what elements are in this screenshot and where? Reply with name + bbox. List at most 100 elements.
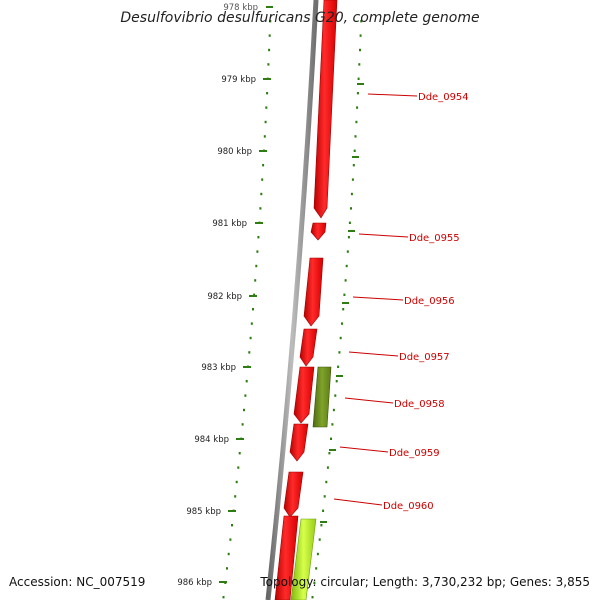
feature-dot [342, 308, 345, 311]
gene-label-dde-0954[interactable]: Dde_0954 [418, 92, 469, 103]
scale-dot [244, 394, 247, 397]
genome-backbone [265, 0, 319, 601]
scale-dot [241, 423, 244, 426]
feature-dot [344, 279, 347, 282]
feature-dot [360, 20, 363, 23]
feature-dot [320, 524, 323, 527]
scale-dot [253, 293, 256, 296]
scale-dot [238, 452, 241, 455]
feature-dot [348, 221, 351, 224]
scale-dot [268, 48, 271, 52]
scale-dot [257, 236, 260, 239]
feature-dot [323, 495, 326, 498]
callout-lines [333, 93, 418, 506]
scale-ticks [219, 6, 273, 583]
feature-dot [322, 509, 325, 512]
gene-feature-dde-0958a[interactable] [293, 366, 315, 424]
feature-dot [350, 192, 353, 196]
gene-feature-dde-0959[interactable] [289, 423, 309, 462]
scale-label: 978 kbp [223, 3, 258, 13]
scale-dot [226, 567, 228, 570]
gene-label-dde-0955[interactable]: Dde_0955 [409, 233, 460, 244]
scale-dot [262, 164, 265, 167]
feature-dot [325, 480, 328, 484]
feature-dot [334, 394, 337, 397]
feature-dot [347, 236, 350, 239]
scale-dot [243, 408, 245, 412]
callout-line [358, 233, 409, 238]
scale-label: 983 kbp [201, 363, 236, 373]
feature-dot [352, 164, 355, 167]
scale-dot [256, 250, 259, 253]
feature-dot [315, 567, 318, 570]
scale-label: 986 kbp [177, 578, 212, 588]
gene-labels: Dde_0954 Dde_0955 Dde_0956 Dde_0957 Dde_… [383, 92, 469, 512]
callout-line [352, 296, 404, 301]
feature-dot [318, 538, 321, 541]
scale-dot [250, 322, 253, 325]
feature-dot [331, 423, 334, 426]
scale-dot [234, 495, 237, 498]
callout-line [367, 93, 418, 97]
scale-labels: 978 kbp 979 kbp 980 kbp 981 kbp 982 kbp … [177, 3, 258, 588]
gene-label-dde-0958[interactable]: Dde_0958 [394, 399, 445, 410]
feature-dot [354, 135, 357, 138]
gene-features [274, 0, 338, 601]
genome-title: Desulfovibrio desulfuricans G20, complet… [120, 10, 480, 26]
scale-dot [263, 135, 266, 138]
feature-dot [339, 336, 342, 340]
feature-dot [359, 48, 361, 52]
feature-dot [345, 264, 348, 268]
scale-dot [254, 279, 257, 282]
gene-feature-dde-0960[interactable] [283, 471, 304, 518]
feature-dot [346, 250, 349, 253]
gene-label-dde-0960[interactable]: Dde_0960 [383, 501, 434, 512]
scale-dot [245, 380, 248, 383]
callout-line [344, 397, 394, 404]
scale-label: 980 kbp [217, 147, 252, 157]
scale-dot [248, 351, 251, 354]
feature-dot [316, 552, 319, 556]
scale-label: 979 kbp [221, 75, 256, 85]
scale-dot [261, 178, 264, 181]
scale-dot [222, 596, 225, 599]
feature-dot [338, 351, 341, 354]
feature-track-dots [311, 20, 363, 599]
feature-dot [341, 322, 343, 325]
gene-feature-dde-0957[interactable] [299, 328, 318, 367]
scale-dot [268, 34, 271, 37]
feature-ticks [320, 83, 364, 523]
gene-feature-dde-0954[interactable] [313, 0, 338, 219]
gene-label-dde-0956[interactable]: Dde_0956 [404, 296, 455, 307]
feature-dot [353, 149, 356, 152]
scale-dot [259, 207, 262, 210]
scale-dot [252, 308, 254, 311]
scale-dot [227, 552, 230, 556]
gene-label-dde-0959[interactable]: Dde_0959 [389, 448, 440, 459]
scale-dot [264, 120, 267, 124]
scale-dot [237, 466, 240, 469]
feature-dot [337, 365, 340, 368]
feature-dot [358, 63, 361, 66]
feature-dot [343, 293, 346, 296]
feature-dot [332, 408, 335, 412]
callout-line [333, 498, 383, 506]
callout-line [348, 351, 399, 357]
feature-dot [335, 380, 338, 383]
scale-dot [231, 524, 233, 527]
feature-dot [356, 106, 359, 109]
feature-dot [357, 77, 360, 80]
feature-dot [359, 34, 362, 37]
gene-feature-dde-0956[interactable] [303, 257, 324, 327]
gene-label-dde-0957[interactable]: Dde_0957 [399, 352, 450, 363]
accession-label: Accession: NC_007519 [9, 575, 146, 589]
scale-dot [269, 20, 272, 23]
gene-feature-dde-0958[interactable] [312, 366, 332, 428]
gene-feature-dde-0955[interactable] [310, 222, 327, 241]
scale-label: 984 kbp [194, 435, 229, 445]
feature-dot [313, 581, 316, 584]
feature-dot [328, 452, 331, 455]
scale-dot [229, 538, 232, 541]
